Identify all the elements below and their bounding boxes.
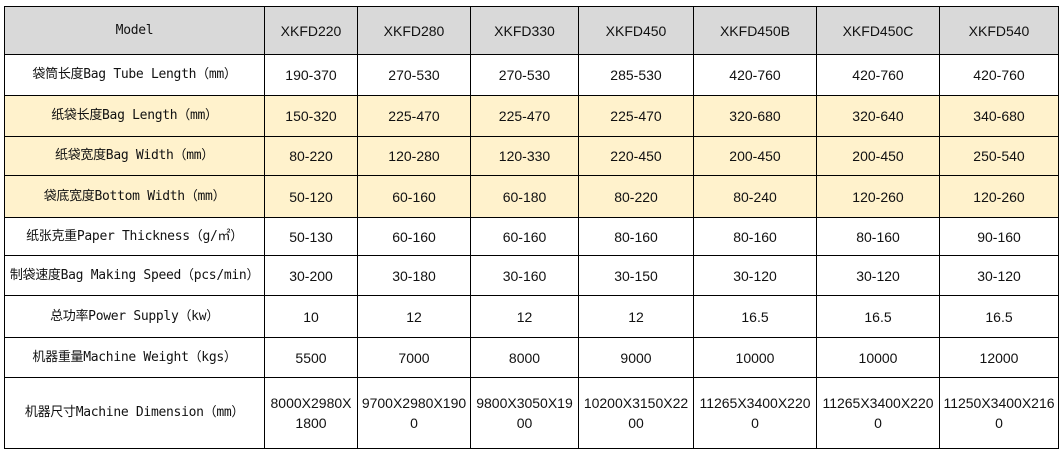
table-cell: 200-450 bbox=[693, 136, 817, 176]
table-cell: 8000 bbox=[470, 337, 579, 378]
header-model-label: Model bbox=[4, 6, 265, 55]
table-cell: 12 bbox=[470, 295, 579, 338]
row-label: 机器重量Machine Weight（kgs） bbox=[4, 337, 265, 378]
table-cell: 80-160 bbox=[693, 217, 817, 256]
table-cell: 225-470 bbox=[357, 95, 471, 137]
table-row: 袋底宽度Bottom Width（mm） 50-120 60-160 60-180 80… bbox=[4, 175, 1059, 218]
table-cell: 12000 bbox=[939, 337, 1059, 378]
table-row: 纸袋长度Bag Length（mm） 150-320 225-470 225-470 2… bbox=[4, 95, 1059, 137]
table-cell: 30-120 bbox=[693, 255, 817, 296]
table-row: 总功率Power Supply（kw） 10 12 12 12 16.5 16.5 16.5 bbox=[4, 295, 1059, 338]
specification-table: Model XKFD220 XKFD280 XKFD330 XKFD450 XKFD45… bbox=[4, 6, 1059, 449]
table-cell: 80-160 bbox=[816, 217, 940, 256]
table-cell: 120-260 bbox=[816, 175, 940, 218]
table-cell: 250-540 bbox=[939, 136, 1059, 176]
table-row: 纸袋宽度Bag Width（mm） 80-220 120-280 120-330 220… bbox=[4, 136, 1059, 176]
table-cell: 60-160 bbox=[357, 175, 471, 218]
header-model-xkfd280: XKFD280 bbox=[357, 6, 471, 55]
table-cell: 30-120 bbox=[816, 255, 940, 296]
table-cell: 60-180 bbox=[470, 175, 579, 218]
table-cell: 10000 bbox=[693, 337, 817, 378]
table-cell: 220-450 bbox=[578, 136, 694, 176]
table-cell: 60-160 bbox=[357, 217, 471, 256]
table-cell: 30-180 bbox=[357, 255, 471, 296]
table-cell: 420-760 bbox=[939, 54, 1059, 96]
table-cell: 10000 bbox=[816, 337, 940, 378]
table-cell: 5500 bbox=[264, 337, 358, 378]
table-cell: 190-370 bbox=[264, 54, 358, 96]
table-cell: 9700X2980X1900 bbox=[357, 377, 471, 449]
table-cell: 30-200 bbox=[264, 255, 358, 296]
table-cell: 270-530 bbox=[470, 54, 579, 96]
table-cell: 7000 bbox=[357, 337, 471, 378]
table-cell: 270-530 bbox=[357, 54, 471, 96]
table-cell: 420-760 bbox=[816, 54, 940, 96]
table-cell: 320-640 bbox=[816, 95, 940, 137]
table-cell: 120-260 bbox=[939, 175, 1059, 218]
header-model-xkfd540: XKFD540 bbox=[939, 6, 1059, 55]
table-cell: 9000 bbox=[578, 337, 694, 378]
table-row: 机器重量Machine Weight（kgs） 5500 7000 8000 9000 1… bbox=[4, 337, 1059, 378]
table-cell: 10200X3150X2200 bbox=[578, 377, 694, 449]
table-cell: 320-680 bbox=[693, 95, 817, 137]
row-label: 纸袋宽度Bag Width（mm） bbox=[4, 136, 265, 176]
header-model-xkfd220: XKFD220 bbox=[264, 6, 358, 55]
header-row: Model XKFD220 XKFD280 XKFD330 XKFD450 XKFD45… bbox=[4, 6, 1059, 55]
table-cell: 80-220 bbox=[264, 136, 358, 176]
header-model-xkfd450b: XKFD450B bbox=[693, 6, 817, 55]
table-cell: 340-680 bbox=[939, 95, 1059, 137]
table-cell: 80-240 bbox=[693, 175, 817, 218]
table-cell: 150-320 bbox=[264, 95, 358, 137]
row-label: 纸张克重Paper Thickness（g/㎡） bbox=[4, 217, 265, 256]
table-cell: 16.5 bbox=[939, 295, 1059, 338]
table-cell: 225-470 bbox=[470, 95, 579, 137]
table-cell: 10 bbox=[264, 295, 358, 338]
table-cell: 120-330 bbox=[470, 136, 579, 176]
row-label: 制袋速度Bag Making Speed（pcs/min） bbox=[4, 255, 265, 296]
header-model-xkfd330: XKFD330 bbox=[470, 6, 579, 55]
header-model-xkfd450: XKFD450 bbox=[578, 6, 694, 55]
table-cell: 30-120 bbox=[939, 255, 1059, 296]
table-cell: 50-130 bbox=[264, 217, 358, 256]
table-cell: 11265X3400X2200 bbox=[693, 377, 817, 449]
table-cell: 11265X3400X2200 bbox=[816, 377, 940, 449]
table-cell: 60-160 bbox=[470, 217, 579, 256]
table-cell: 90-160 bbox=[939, 217, 1059, 256]
table-cell: 50-120 bbox=[264, 175, 358, 218]
table-row: 制袋速度Bag Making Speed（pcs/min） 30-200 30-18… bbox=[4, 255, 1059, 296]
row-label: 纸袋长度Bag Length（mm） bbox=[4, 95, 265, 137]
table-cell: 30-150 bbox=[578, 255, 694, 296]
table-cell: 120-280 bbox=[357, 136, 471, 176]
table-row: 纸张克重Paper Thickness（g/㎡） 50-130 60-160 60-1… bbox=[4, 217, 1059, 256]
row-label: 总功率Power Supply（kw） bbox=[4, 295, 265, 338]
table-cell: 30-160 bbox=[470, 255, 579, 296]
table-cell: 12 bbox=[357, 295, 471, 338]
table-cell: 12 bbox=[578, 295, 694, 338]
row-label: 机器尺寸Machine Dimension（mm） bbox=[4, 377, 265, 449]
table-row: 袋筒长度Bag Tube Length（mm） 190-370 270-530 270… bbox=[4, 54, 1059, 96]
table-cell: 11250X3400X2160 bbox=[939, 377, 1059, 449]
table-cell: 200-450 bbox=[816, 136, 940, 176]
table-cell: 285-530 bbox=[578, 54, 694, 96]
table-cell: 8000X2980X1800 bbox=[264, 377, 358, 449]
table-cell: 80-220 bbox=[578, 175, 694, 218]
table-cell: 225-470 bbox=[578, 95, 694, 137]
table-cell: 420-760 bbox=[693, 54, 817, 96]
table-cell: 80-160 bbox=[578, 217, 694, 256]
table-cell: 16.5 bbox=[816, 295, 940, 338]
header-model-xkfd450c: XKFD450C bbox=[816, 6, 940, 55]
table-cell: 9800X3050X1900 bbox=[470, 377, 579, 449]
row-label: 袋底宽度Bottom Width（mm） bbox=[4, 175, 265, 218]
table-row: 机器尺寸Machine Dimension（mm） 8000X2980X1800 9… bbox=[4, 377, 1059, 449]
table-cell: 16.5 bbox=[693, 295, 817, 338]
row-label: 袋筒长度Bag Tube Length（mm） bbox=[4, 54, 265, 96]
